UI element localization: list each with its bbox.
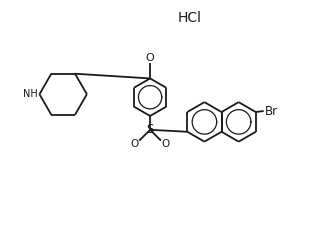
- Text: O: O: [146, 53, 155, 63]
- Text: O: O: [162, 139, 170, 149]
- Text: NH: NH: [23, 89, 38, 99]
- Text: S: S: [146, 123, 154, 136]
- Text: O: O: [130, 139, 138, 149]
- Text: HCl: HCl: [178, 11, 202, 25]
- Text: Br: Br: [265, 104, 278, 118]
